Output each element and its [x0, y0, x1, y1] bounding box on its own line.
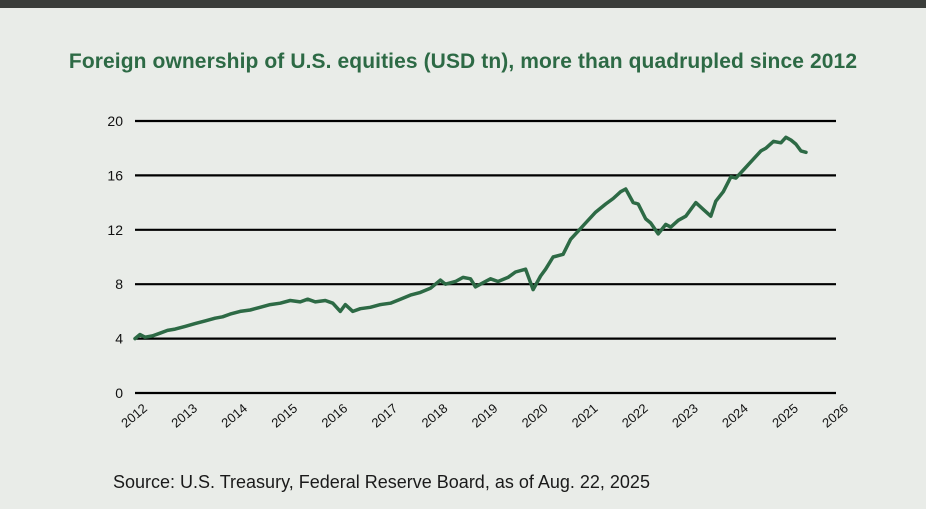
gridlines — [135, 119, 836, 395]
x-tick-label: 2024 — [719, 401, 751, 431]
x-tick-label: 2015 — [268, 401, 300, 431]
y-tick-label: 0 — [115, 385, 123, 401]
x-tick-label: 2021 — [569, 401, 601, 431]
x-tick-label: 2013 — [168, 401, 200, 431]
x-tick-label: 2022 — [619, 401, 651, 431]
x-tick-label: 2018 — [419, 401, 451, 431]
y-tick-label: 8 — [115, 276, 123, 292]
x-tick-label: 2025 — [769, 401, 801, 431]
chart-title: Foreign ownership of U.S. equities (USD … — [68, 50, 858, 73]
series-line — [133, 135, 808, 341]
top-bar — [0, 0, 926, 8]
x-tick-label: 2020 — [519, 401, 551, 431]
x-tick-label: 2016 — [318, 401, 350, 431]
x-tick-label: 2026 — [819, 401, 851, 431]
x-tick-label: 2017 — [369, 401, 401, 431]
x-axis-ticks: 2012 2013 2014 2015 2016 2017 2018 2019 2020 2021… — [118, 401, 851, 431]
x-tick-label: 2023 — [669, 401, 701, 431]
y-tick-label: 20 — [107, 113, 123, 129]
x-tick-label: 2012 — [118, 401, 150, 431]
source-note: Source: U.S. Treasury, Federal Reserve B… — [113, 472, 650, 492]
x-tick-label: 2014 — [218, 401, 250, 431]
y-tick-label: 4 — [115, 331, 123, 347]
x-tick-label: 2019 — [469, 401, 501, 431]
y-tick-label: 12 — [107, 222, 123, 238]
y-axis-ticks: 0 4 8 12 16 20 — [107, 113, 123, 401]
y-tick-label: 16 — [107, 167, 123, 183]
